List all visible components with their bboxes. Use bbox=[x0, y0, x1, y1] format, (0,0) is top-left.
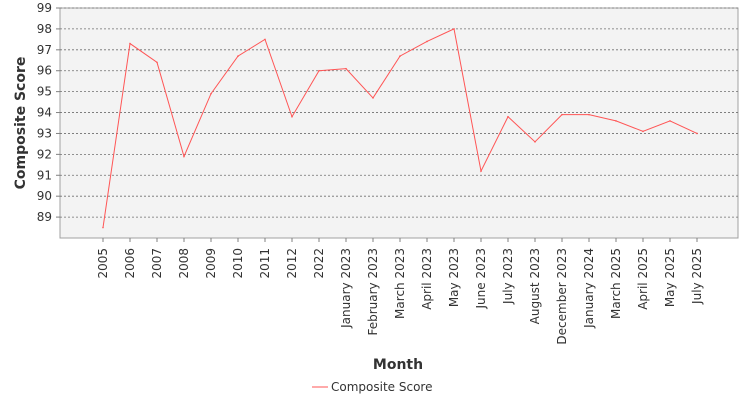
y-tick-label: 91 bbox=[37, 168, 52, 182]
legend: Composite Score bbox=[312, 380, 432, 394]
x-tick-label: February 2023 bbox=[366, 248, 380, 336]
x-tick-label: January 2023 bbox=[339, 248, 353, 329]
x-tick-label: May 2023 bbox=[447, 248, 461, 307]
series-layer bbox=[102, 28, 698, 229]
data-point bbox=[183, 155, 185, 158]
data-point bbox=[669, 120, 671, 122]
y-tick-label: 97 bbox=[37, 43, 52, 57]
y-tick-label: 89 bbox=[37, 210, 52, 224]
data-point bbox=[453, 28, 455, 30]
data-point bbox=[210, 92, 212, 95]
x-tick-label: 2022 bbox=[312, 248, 326, 279]
data-point bbox=[588, 113, 590, 116]
x-tick-label: 2012 bbox=[285, 248, 299, 279]
x-tick-label: March 2025 bbox=[609, 248, 623, 319]
y-tick-label: 99 bbox=[37, 1, 52, 15]
data-point bbox=[156, 61, 158, 64]
x-tick-label: 2009 bbox=[204, 248, 218, 279]
data-point bbox=[534, 141, 536, 143]
x-tick-label: July 2025 bbox=[690, 248, 704, 305]
legend-label: Composite Score bbox=[331, 380, 432, 394]
x-axis-title: Month bbox=[373, 357, 423, 373]
x-tick-label: 2006 bbox=[123, 248, 137, 279]
x-tick-label: June 2023 bbox=[474, 248, 488, 310]
data-point bbox=[642, 130, 644, 133]
plot-area bbox=[59, 7, 739, 239]
y-tick-label: 92 bbox=[37, 147, 52, 161]
data-point bbox=[426, 40, 428, 43]
y-tick-label: 90 bbox=[37, 189, 52, 203]
y-tick-label: 98 bbox=[37, 22, 52, 36]
data-point bbox=[291, 115, 293, 118]
data-point bbox=[237, 55, 239, 57]
x-tick-label: 2007 bbox=[150, 248, 164, 279]
y-tick-label: 95 bbox=[37, 85, 52, 99]
x-tick-label: May 2025 bbox=[663, 248, 677, 307]
x-axis-ticks: 2005 2006 2007 2008 2009 2010 2011 2012 2022 Janu… bbox=[96, 238, 704, 345]
x-tick-label: August 2023 bbox=[528, 248, 542, 324]
x-tick-label: 2011 bbox=[258, 248, 272, 279]
data-point bbox=[318, 69, 320, 72]
y-tick-label: 94 bbox=[37, 106, 52, 120]
x-tick-label: January 2024 bbox=[582, 248, 596, 329]
y-tick-label: 96 bbox=[37, 64, 52, 78]
y-axis-ticks: 89 90 91 92 93 94 95 96 97 98 99 bbox=[37, 1, 60, 224]
x-tick-label: April 2023 bbox=[420, 248, 434, 310]
y-tick-label: 93 bbox=[37, 126, 52, 140]
data-point bbox=[615, 120, 617, 122]
data-point bbox=[129, 42, 131, 45]
data-point bbox=[372, 97, 374, 99]
data-point bbox=[264, 38, 266, 41]
grid-layer bbox=[60, 7, 738, 218]
data-point bbox=[345, 67, 347, 70]
x-tick-label: 2008 bbox=[177, 248, 191, 279]
data-point bbox=[102, 226, 104, 229]
y-axis-title: Composite Score bbox=[13, 57, 29, 190]
data-point bbox=[399, 55, 401, 57]
x-tick-label: December 2023 bbox=[555, 248, 569, 345]
data-point bbox=[561, 113, 563, 116]
x-tick-label: March 2023 bbox=[393, 248, 407, 319]
data-point bbox=[480, 170, 482, 172]
data-point bbox=[507, 115, 509, 118]
x-tick-label: April 2025 bbox=[636, 248, 650, 310]
x-tick-label: 2010 bbox=[231, 248, 245, 279]
data-point bbox=[696, 132, 698, 135]
x-tick-label: 2005 bbox=[96, 248, 110, 279]
x-tick-label: July 2023 bbox=[501, 248, 515, 305]
